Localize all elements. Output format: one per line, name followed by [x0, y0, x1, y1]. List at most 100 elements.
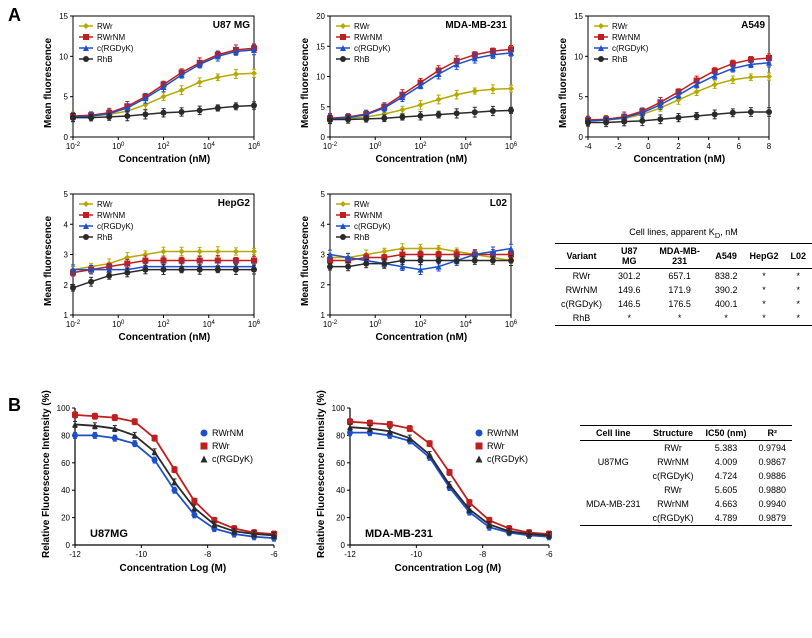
svg-text:20: 20: [336, 514, 345, 523]
svg-text:RWr: RWr: [354, 200, 370, 209]
chart-b-u87mg: 020406080100-12-10-8-6RWrNMRWrc(RGDyK)U8…: [35, 400, 280, 575]
svg-text:L02: L02: [490, 198, 508, 209]
svg-text:3: 3: [321, 251, 326, 260]
svg-text:RhB: RhB: [612, 55, 628, 64]
svg-text:MDA-MB-231: MDA-MB-231: [445, 20, 507, 31]
svg-text:U87 MG: U87 MG: [213, 20, 250, 31]
svg-text:104: 104: [460, 320, 473, 329]
svg-text:10: 10: [316, 73, 325, 82]
svg-text:0: 0: [321, 133, 326, 142]
svg-text:-10: -10: [411, 550, 423, 559]
svg-text:RWrNM: RWrNM: [354, 33, 382, 42]
svg-text:1: 1: [321, 311, 326, 320]
svg-text:100: 100: [369, 142, 382, 151]
svg-text:2: 2: [676, 142, 681, 151]
svg-text:A549: A549: [741, 20, 765, 31]
y-axis-label: Mean fluorescence: [43, 215, 54, 305]
svg-text:1: 1: [64, 311, 69, 320]
svg-text:4: 4: [64, 220, 69, 229]
svg-text:102: 102: [414, 320, 427, 329]
table-ic50: Cell lineStructureIC50 (nm)R²U87MGRWr5.3…: [580, 425, 792, 526]
svg-text:106: 106: [505, 320, 517, 329]
svg-text:80: 80: [61, 431, 70, 440]
svg-text:15: 15: [59, 12, 68, 21]
svg-text:102: 102: [157, 320, 170, 329]
svg-text:0: 0: [66, 541, 71, 550]
svg-text:RWrNM: RWrNM: [354, 211, 382, 220]
svg-text:RWr: RWr: [97, 22, 113, 31]
svg-text:c(RGDyK): c(RGDyK): [212, 454, 253, 464]
svg-text:4: 4: [321, 220, 326, 229]
svg-text:RWr: RWr: [612, 22, 628, 31]
svg-text:U87MG: U87MG: [90, 528, 128, 540]
svg-text:102: 102: [414, 142, 427, 151]
svg-text:100: 100: [332, 404, 346, 413]
svg-text:-4: -4: [584, 142, 592, 151]
svg-text:-2: -2: [615, 142, 623, 151]
x-axis-label: Concentration (nM): [634, 154, 726, 165]
svg-text:100: 100: [112, 320, 125, 329]
x-axis-label: Concentration (nM): [376, 332, 468, 343]
svg-text:-10: -10: [136, 550, 148, 559]
svg-text:10: 10: [574, 52, 583, 61]
svg-text:10-2: 10-2: [323, 320, 338, 329]
svg-text:-12: -12: [69, 550, 81, 559]
svg-text:5: 5: [321, 190, 326, 199]
svg-text:RWrNM: RWrNM: [612, 33, 640, 42]
svg-text:RhB: RhB: [97, 55, 113, 64]
svg-text:RWrNM: RWrNM: [97, 211, 125, 220]
svg-text:40: 40: [61, 486, 70, 495]
svg-text:60: 60: [61, 459, 70, 468]
svg-text:RhB: RhB: [97, 233, 113, 242]
svg-text:5: 5: [579, 93, 584, 102]
svg-text:0: 0: [579, 133, 584, 142]
svg-text:-8: -8: [204, 550, 212, 559]
y-axis-label: Relative Fluorescence Intensity (%): [41, 390, 52, 558]
y-axis-label: Mean fluorescence: [300, 215, 311, 305]
x-axis-label: Concentration (nM): [119, 332, 211, 343]
svg-text:0: 0: [64, 133, 69, 142]
svg-text:RWrNM: RWrNM: [487, 428, 519, 438]
svg-text:c(RGDyK): c(RGDyK): [97, 222, 134, 231]
y-axis-label: Mean fluorescence: [43, 37, 54, 127]
x-axis-label: Concentration Log (M): [120, 563, 227, 574]
svg-text:RWr: RWr: [212, 441, 230, 451]
svg-text:10-2: 10-2: [66, 320, 81, 329]
svg-text:0: 0: [646, 142, 651, 151]
svg-text:-8: -8: [479, 550, 487, 559]
svg-text:5: 5: [64, 93, 69, 102]
svg-text:c(RGDyK): c(RGDyK): [612, 44, 649, 53]
x-axis-label: Concentration (nM): [119, 154, 211, 165]
svg-text:3: 3: [64, 251, 69, 260]
svg-text:RWr: RWr: [97, 200, 113, 209]
svg-text:HepG2: HepG2: [218, 198, 251, 209]
svg-text:100: 100: [57, 404, 71, 413]
svg-text:c(RGDyK): c(RGDyK): [97, 44, 134, 53]
svg-text:106: 106: [248, 142, 260, 151]
svg-text:80: 80: [336, 431, 345, 440]
svg-text:5: 5: [64, 190, 69, 199]
svg-text:40: 40: [336, 486, 345, 495]
svg-text:5: 5: [321, 103, 326, 112]
svg-text:2: 2: [64, 281, 69, 290]
svg-text:20: 20: [61, 514, 70, 523]
svg-text:c(RGDyK): c(RGDyK): [354, 44, 391, 53]
svg-text:c(RGDyK): c(RGDyK): [487, 454, 528, 464]
svg-text:104: 104: [460, 142, 473, 151]
y-axis-label: Relative Fluorescence Intensity (%): [316, 390, 327, 558]
svg-text:-12: -12: [344, 550, 356, 559]
svg-text:-6: -6: [545, 550, 553, 559]
svg-text:RhB: RhB: [354, 233, 370, 242]
svg-text:60: 60: [336, 459, 345, 468]
svg-text:104: 104: [203, 142, 216, 151]
svg-text:MDA-MB-231: MDA-MB-231: [365, 528, 433, 540]
chart-a549: 051015-4-202468A549RWrRWrNMc(RGDyK)RhBMe…: [550, 10, 775, 165]
x-axis-label: Concentration Log (M): [395, 563, 502, 574]
y-axis-label: Mean fluorescence: [300, 37, 311, 127]
panel-b-label: B: [8, 395, 21, 416]
table-kd: Cell lines, apparent KD, nMVariantU87 MG…: [555, 225, 812, 326]
svg-text:-6: -6: [270, 550, 278, 559]
svg-text:100: 100: [369, 320, 382, 329]
svg-text:8: 8: [767, 142, 772, 151]
chart-l02: 1234510-2100102104106L02RWrRWrNMc(RGDyK)…: [292, 188, 517, 343]
